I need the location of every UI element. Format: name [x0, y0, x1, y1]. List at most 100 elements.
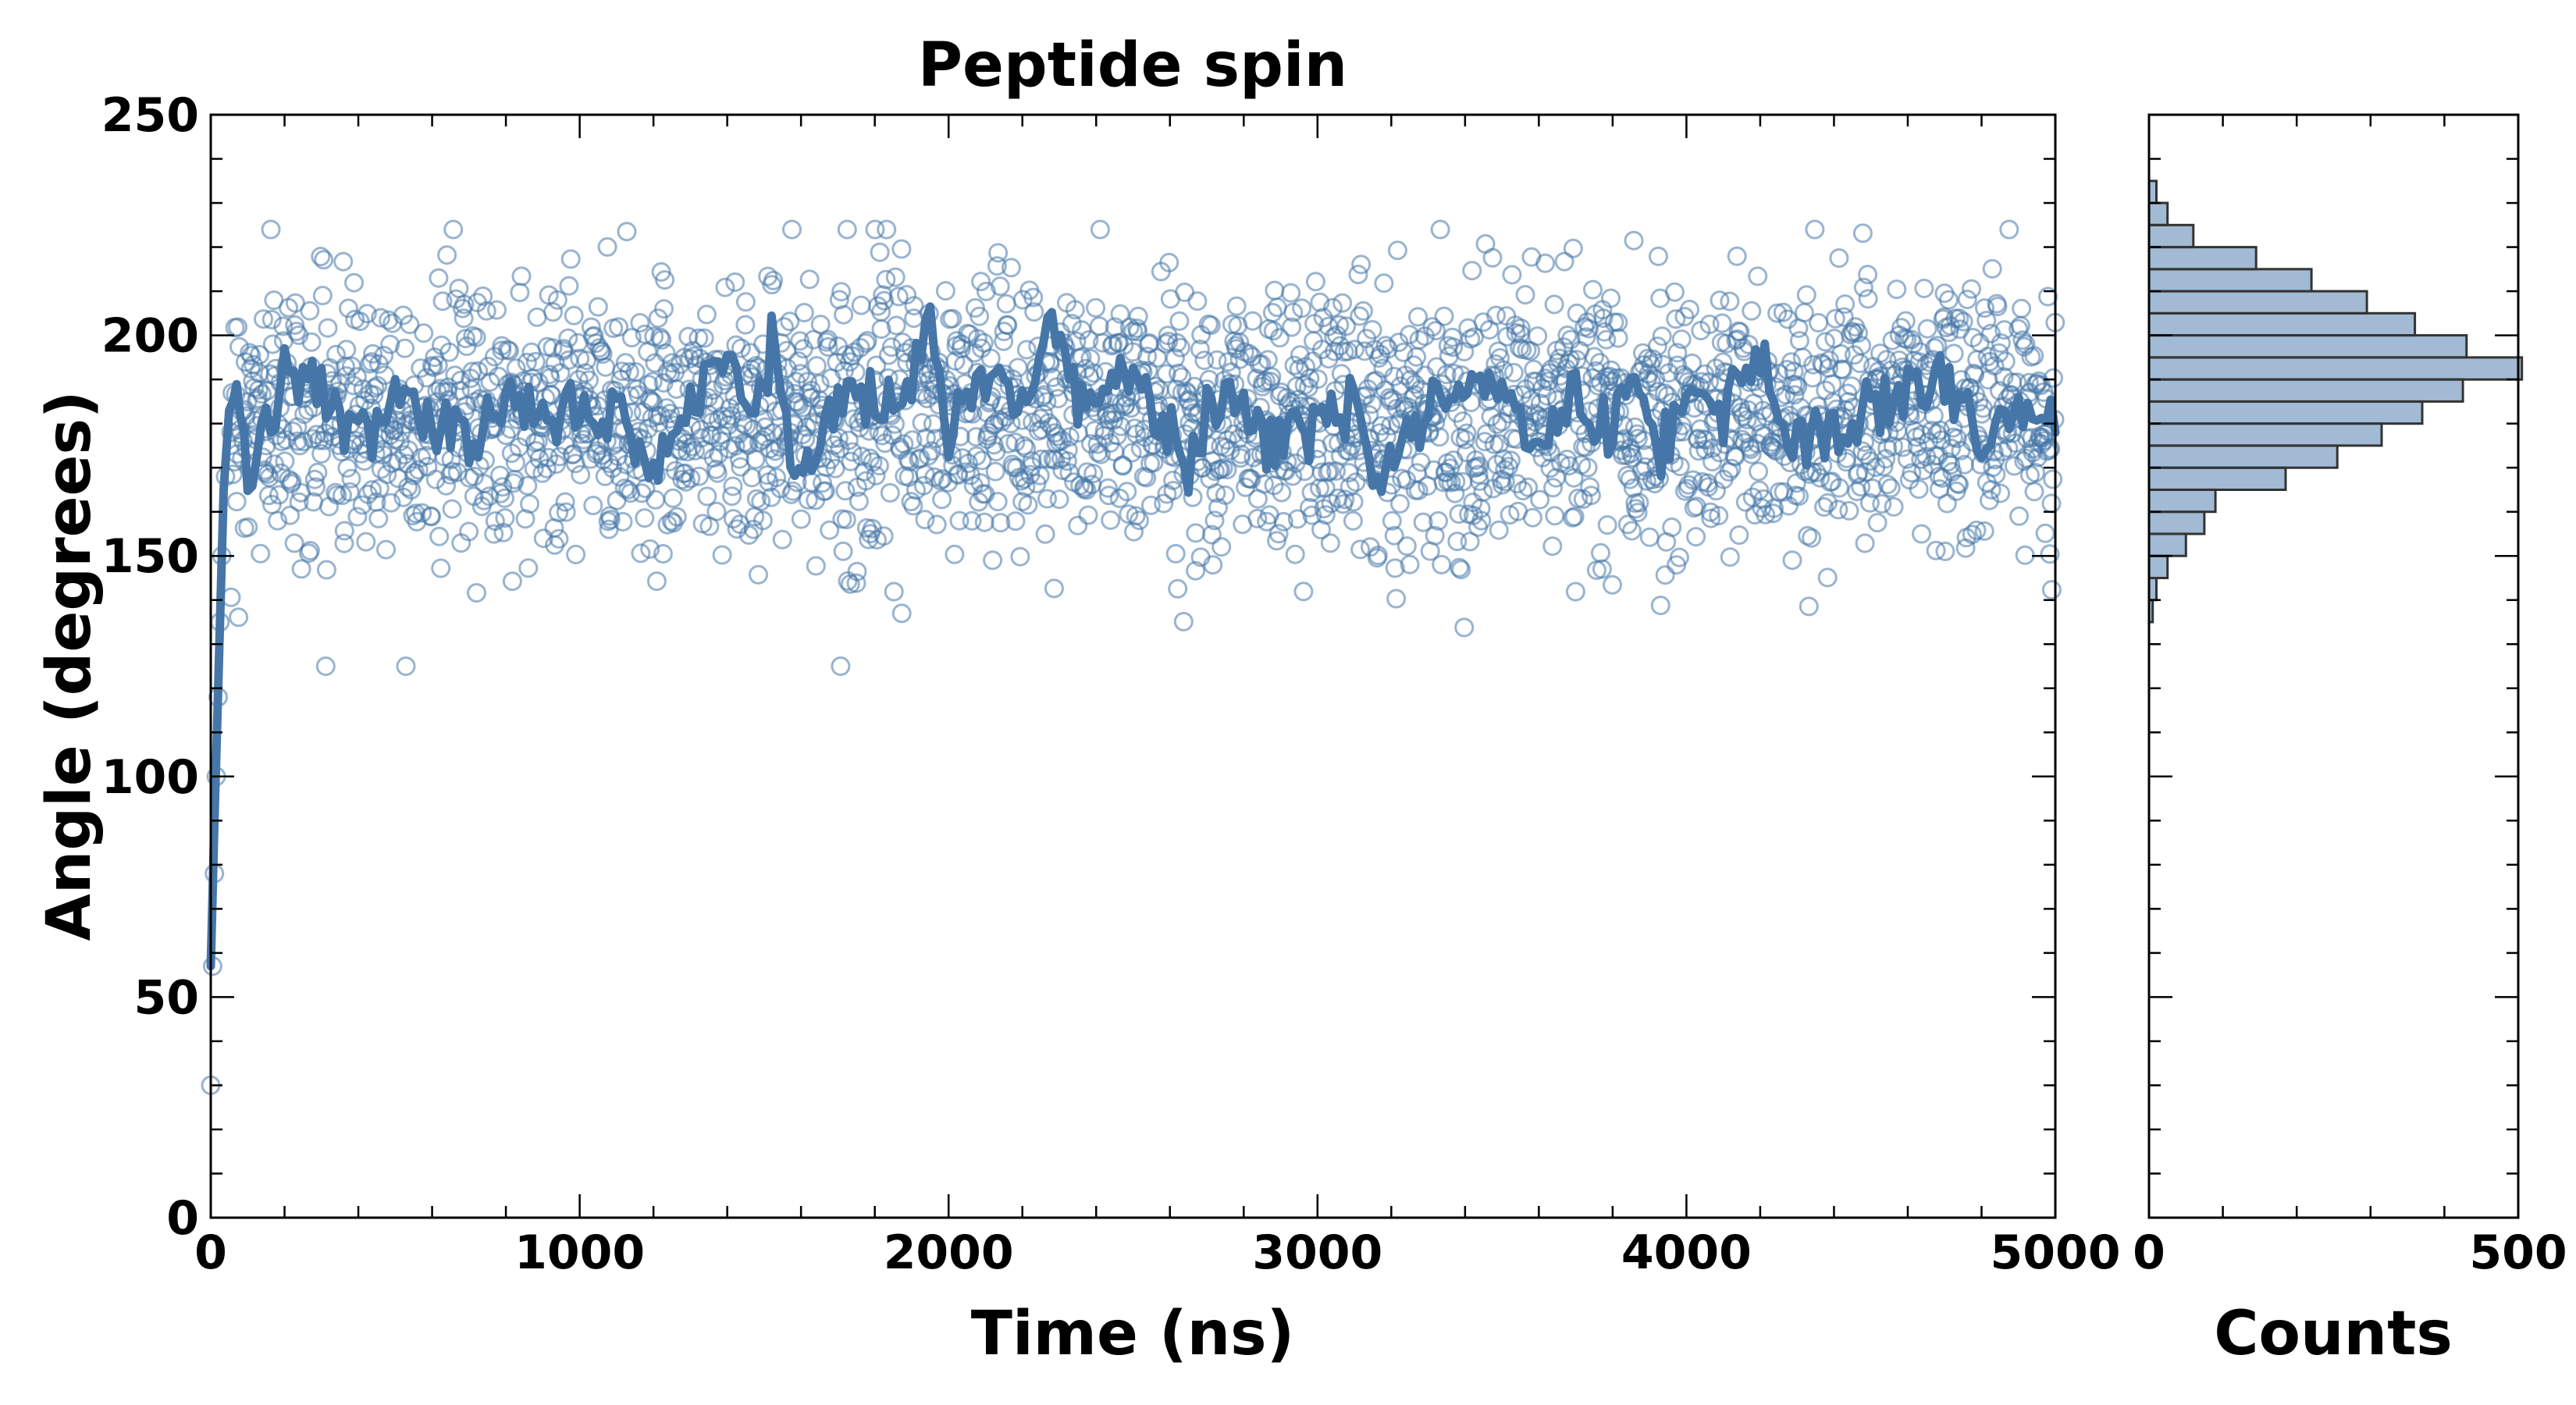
scatter-point — [935, 281, 955, 301]
scatter-point — [476, 301, 496, 321]
scatter-point — [1957, 290, 1977, 310]
scatter-point — [709, 444, 729, 464]
scatter-point — [1984, 356, 2005, 376]
scatter-point — [1187, 291, 1208, 311]
scatter-point — [942, 308, 962, 329]
scatter-point — [870, 242, 890, 262]
scatter-point — [609, 317, 628, 337]
scatter-point — [400, 315, 420, 335]
scatter-point — [1223, 424, 1244, 444]
scatter-point — [842, 442, 863, 462]
scatter-point — [555, 492, 575, 512]
scatter-point — [559, 276, 579, 296]
scatter-point — [1500, 450, 1521, 471]
scatter-point — [1669, 547, 1689, 567]
scatter-point — [991, 513, 1011, 533]
scatter-point — [576, 350, 596, 371]
scatter-point — [1057, 451, 1077, 471]
scatter-point — [1686, 527, 1706, 547]
scatter-point — [1778, 496, 1799, 516]
scatter-point — [360, 354, 380, 374]
scatter-point — [259, 468, 279, 488]
scatter-point — [347, 507, 368, 527]
scatter-point — [1350, 306, 1370, 326]
scatter-point — [841, 451, 861, 471]
scatter-point — [1814, 497, 1834, 517]
scatter-point — [1831, 344, 1851, 364]
scatter-point — [556, 502, 576, 522]
scatter-point — [837, 219, 857, 240]
scatter-point — [1083, 464, 1104, 484]
scatter-point — [228, 317, 248, 337]
scatter-point — [603, 435, 624, 455]
scatter-point — [306, 477, 326, 497]
scatter-point — [1855, 533, 1875, 553]
scatter-point — [794, 303, 814, 322]
scatter-point — [592, 344, 613, 365]
scatter-point — [1072, 320, 1092, 340]
scatter-point — [1422, 317, 1443, 337]
scatter-point — [1429, 510, 1448, 531]
y-axis-title: Angle (degrees) — [34, 390, 105, 941]
scatter-point — [314, 250, 334, 270]
scatter-point — [1010, 546, 1030, 567]
scatter-point — [250, 345, 269, 365]
scatter-point — [428, 355, 448, 375]
scatter-point — [294, 404, 315, 425]
scatter-point — [630, 313, 650, 333]
scatter-point — [749, 564, 768, 585]
scatter-point — [990, 276, 1010, 297]
scatter-point — [1203, 555, 1223, 575]
scatter-point — [1502, 265, 1522, 285]
scatter-point — [757, 465, 777, 486]
scatter-point — [1310, 292, 1330, 312]
scatter-point — [1991, 333, 2011, 353]
scatter-point — [1621, 521, 1642, 541]
scatter-point — [838, 430, 859, 450]
scatter-point — [301, 332, 322, 352]
scatter-point — [1877, 475, 1898, 495]
scatter-point — [655, 270, 675, 290]
scatter-point — [459, 521, 479, 542]
scatter-point — [487, 300, 507, 320]
scatter-point — [1084, 421, 1105, 441]
scatter-point — [326, 344, 346, 365]
scatter-point — [846, 573, 866, 593]
scatter-point — [1953, 311, 1973, 332]
scatter-point — [1647, 336, 1667, 357]
scatter-point — [371, 459, 391, 479]
scatter-point — [1720, 291, 1740, 311]
scatter-point — [1404, 355, 1424, 375]
scatter-point — [1565, 582, 1585, 602]
scatter-point — [880, 482, 900, 503]
scatter-point — [1982, 258, 2002, 279]
scatter-point — [1261, 367, 1282, 387]
scatter-point — [312, 286, 333, 306]
scatter-point — [904, 296, 924, 316]
scatter-point — [1329, 315, 1350, 335]
scatter-point — [543, 302, 563, 322]
scatter-point — [308, 462, 328, 482]
scatter-point — [1072, 347, 1092, 367]
scatter-point — [1493, 475, 1512, 495]
scatter-point — [899, 452, 920, 472]
scatter-point — [443, 219, 464, 240]
histogram-bar — [2147, 422, 2383, 447]
scatter-point — [316, 560, 336, 580]
scatter-point — [1832, 360, 1852, 380]
scatter-point — [362, 480, 382, 500]
scatter-point — [1382, 510, 1402, 531]
scatter-point — [1457, 423, 1477, 443]
scatter-point — [1368, 546, 1388, 565]
scatter-point — [1852, 223, 1873, 244]
scatter-point — [745, 356, 766, 375]
scatter-point — [365, 378, 385, 398]
scatter-point — [767, 468, 787, 488]
scatter-point — [1343, 492, 1364, 512]
scatter-point — [818, 337, 838, 357]
scatter-point — [970, 306, 990, 326]
scatter-point — [1537, 386, 1557, 406]
scatter-point — [1835, 294, 1856, 315]
scatter-point — [1254, 474, 1274, 494]
histogram-bar — [2147, 466, 2287, 492]
